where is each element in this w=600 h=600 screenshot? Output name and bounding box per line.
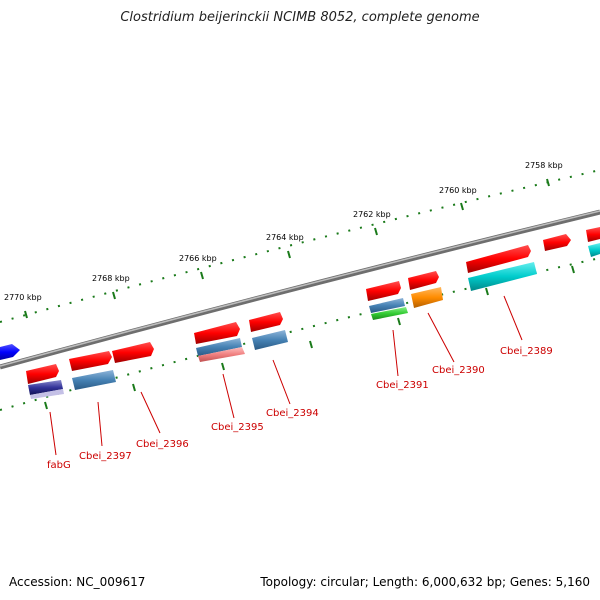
gene-label[interactable]: Cbei_2389 — [500, 346, 553, 357]
feature-block-navy — [28, 380, 63, 395]
gene-label[interactable]: Cbei_2390 — [432, 365, 485, 376]
feature-block-steelblue — [72, 370, 116, 390]
tick-2764 — [287, 250, 291, 259]
tick-2766 — [200, 271, 204, 280]
cds-track — [26, 227, 600, 384]
outer-scale-major-ticks — [24, 178, 550, 319]
cds-arrow — [112, 342, 154, 363]
inner-tick — [485, 287, 489, 296]
feature-block-steelblue — [252, 330, 288, 350]
gene-arrow-blue — [0, 344, 20, 360]
leader-line — [140, 391, 161, 434]
cds-arrow — [543, 234, 571, 251]
tick-2762 — [374, 227, 378, 236]
feature-block-lavender — [30, 389, 64, 399]
leader-line — [272, 359, 291, 405]
outer-scale-track — [0, 169, 600, 323]
leader-line — [97, 401, 103, 447]
tick-2758 — [546, 178, 550, 187]
cds-arrow — [366, 281, 401, 301]
leader-line — [427, 312, 455, 363]
feature-track — [28, 243, 600, 399]
cds-arrow — [194, 322, 240, 344]
cds-arrow — [69, 351, 112, 371]
feature-block-steelblue — [196, 338, 242, 356]
scale-label: 2758 kbp — [525, 161, 563, 170]
feature-block-cyan — [588, 243, 600, 257]
scale-label: 2764 kbp — [266, 233, 304, 242]
tick-2770 — [24, 310, 28, 319]
genome-backbone — [0, 209, 600, 370]
scale-label: 2766 kbp — [179, 254, 217, 263]
scale-label: 2760 kbp — [439, 186, 477, 195]
inner-tick — [132, 383, 136, 392]
cds-arrow — [586, 227, 600, 242]
gene-label[interactable]: Cbei_2394 — [266, 408, 319, 419]
gene-label[interactable]: Cbei_2397 — [79, 451, 132, 462]
inner-tick — [309, 340, 313, 349]
gene-label[interactable]: fabG — [47, 460, 71, 471]
inner-tick — [571, 265, 575, 274]
inner-tick — [221, 362, 225, 371]
accession-text: Accession: NC_009617 — [9, 575, 146, 589]
leader-line — [392, 329, 399, 377]
gene-label[interactable]: Cbei_2396 — [136, 439, 189, 450]
label-leaders — [49, 295, 523, 456]
inner-scale-major-ticks — [44, 265, 575, 410]
feature-block-orange — [411, 287, 443, 308]
gene-label[interactable]: Cbei_2391 — [376, 380, 429, 391]
scale-label: 2770 kbp — [4, 293, 42, 302]
genome-backbone-highlight — [0, 210, 600, 367]
cds-arrow — [26, 364, 59, 384]
cds-arrow — [249, 312, 283, 332]
leader-line — [49, 411, 57, 456]
leader-line — [222, 373, 235, 419]
feature-block-pink — [198, 347, 245, 362]
leader-line — [503, 295, 523, 341]
feature-block-steelblue — [369, 298, 405, 313]
feature-block-cyan — [468, 262, 537, 291]
cds-arrow — [466, 245, 531, 273]
inner-tick — [44, 401, 48, 410]
feature-block-green — [371, 307, 408, 320]
scale-label: 2762 kbp — [353, 210, 391, 219]
cds-arrow — [408, 271, 439, 290]
inner-tick — [397, 317, 401, 326]
genome-info-text: Topology: circular; Length: 6,000,632 bp… — [260, 575, 590, 589]
scale-label: 2768 kbp — [92, 274, 130, 283]
tick-2768 — [112, 291, 116, 300]
gene-label[interactable]: Cbei_2395 — [211, 422, 264, 433]
tick-2760 — [460, 202, 464, 211]
map-title: Clostridium beijerinckii NCIMB 8052, com… — [120, 10, 480, 25]
